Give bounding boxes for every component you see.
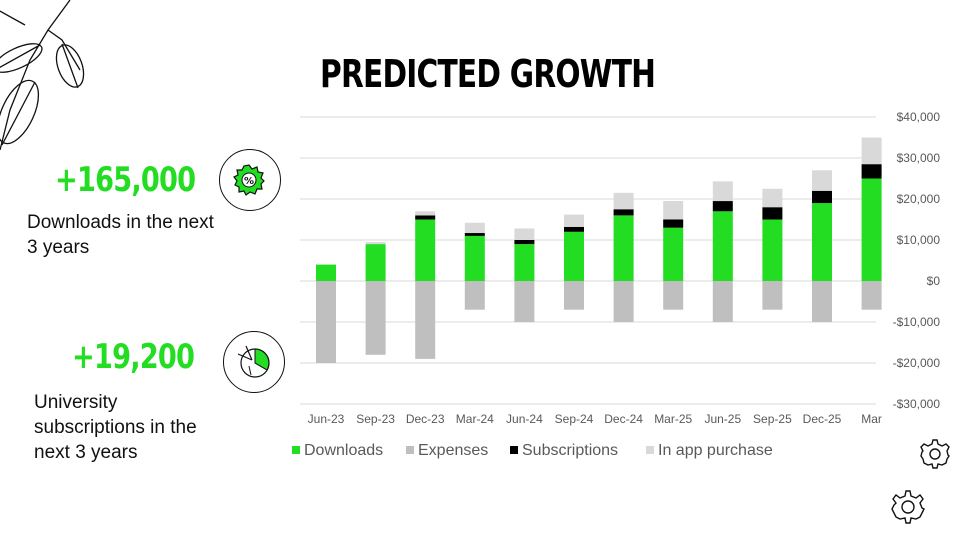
x-tick-label: Jun-24 xyxy=(506,412,543,426)
bar-in-app-purchase xyxy=(762,188,783,208)
bar-in-app-purchase xyxy=(712,181,733,202)
gear-percent-badge: % xyxy=(219,149,281,211)
x-tick-label: Dec-24 xyxy=(604,412,643,426)
bar-subscriptions xyxy=(861,164,882,179)
bar-in-app-purchase xyxy=(613,192,634,210)
bar-downloads xyxy=(464,235,485,281)
bar-downloads xyxy=(613,215,634,281)
x-tick-label: Sep-25 xyxy=(753,412,792,426)
subscriptions-stat-value: +19,200 xyxy=(72,337,195,377)
x-tick-label: Mar-25 xyxy=(654,412,692,426)
legend-swatch xyxy=(510,446,518,454)
x-tick-label: Dec-25 xyxy=(803,412,842,426)
bar-subscriptions xyxy=(613,209,634,216)
bar-subscriptions xyxy=(564,226,584,232)
bar-expenses xyxy=(415,281,436,359)
pie-chart-badge xyxy=(223,331,285,393)
gear-icon-large xyxy=(891,490,925,524)
y-tick-label: -$10,000 xyxy=(893,315,941,329)
pie-chart-icon xyxy=(237,345,270,378)
legend-swatch xyxy=(646,446,654,454)
bar-in-app-purchase xyxy=(663,201,684,220)
bar-in-app-purchase xyxy=(812,170,832,191)
downloads-stat-label-line1: Downloads in the next xyxy=(27,212,214,233)
gear-icon xyxy=(920,439,950,469)
bar-expenses xyxy=(812,281,832,322)
bar-in-app-purchase xyxy=(365,242,386,245)
bar-in-app-purchase xyxy=(415,211,436,216)
y-tick-label: $0 xyxy=(927,274,941,288)
bar-expenses xyxy=(316,281,336,363)
subscriptions-stat-label-line1: University xyxy=(34,392,118,413)
y-tick-label: $20,000 xyxy=(897,192,941,206)
bar-subscriptions xyxy=(415,215,436,220)
y-tick-label: -$20,000 xyxy=(893,356,941,370)
downloads-stat-label-line2: 3 years xyxy=(27,237,90,258)
bar-expenses xyxy=(564,281,584,310)
y-tick-label: -$30,000 xyxy=(893,397,941,411)
x-tick-label: Mar-24 xyxy=(456,412,494,426)
legend-swatch xyxy=(292,446,300,454)
svg-text:%: % xyxy=(244,176,254,187)
y-tick-label: $10,000 xyxy=(897,233,941,247)
bar-subscriptions xyxy=(762,207,783,220)
x-tick-label: Jun-23 xyxy=(308,412,345,426)
legend-swatch xyxy=(406,446,414,454)
bar-in-app-purchase xyxy=(564,214,584,227)
downloads-stat-label: Downloads in the next 3 years xyxy=(27,210,214,260)
bar-downloads xyxy=(861,178,882,281)
leaf-decoration-icon xyxy=(0,0,85,151)
bar-downloads xyxy=(712,211,733,281)
x-tick-label: Sep-23 xyxy=(356,412,395,426)
bar-in-app-purchase xyxy=(861,137,882,165)
bar-in-app-purchase xyxy=(464,222,485,234)
x-tick-label: Jun-25 xyxy=(704,412,741,426)
bar-downloads xyxy=(415,219,436,281)
y-tick-label: $30,000 xyxy=(897,151,941,165)
bar-expenses xyxy=(464,281,485,310)
bar-downloads xyxy=(663,227,684,281)
legend-label: Subscriptions xyxy=(522,442,618,459)
subscriptions-stat-label-line2: subscriptions in the xyxy=(34,417,197,438)
legend-label: In app purchase xyxy=(658,442,773,459)
x-tick-label: Mar xyxy=(861,412,882,426)
bar-downloads xyxy=(365,244,386,281)
bar-downloads xyxy=(564,231,584,281)
x-tick-label: Dec-23 xyxy=(406,412,445,426)
bar-in-app-purchase xyxy=(514,228,535,240)
bar-expenses xyxy=(613,281,634,322)
bar-downloads xyxy=(316,264,336,281)
bar-subscriptions xyxy=(812,190,832,204)
bar-subscriptions xyxy=(514,240,535,245)
bar-expenses xyxy=(712,281,733,322)
y-tick-label: $40,000 xyxy=(897,110,941,124)
gear-percent-icon: % xyxy=(233,164,265,196)
bar-expenses xyxy=(365,281,386,355)
bar-downloads xyxy=(812,203,832,281)
subscriptions-stat-label-line3: next 3 years xyxy=(34,442,138,463)
downloads-stat-value: +165,000 xyxy=(55,160,196,200)
legend-label: Expenses xyxy=(418,442,488,459)
subscriptions-stat-label: University subscriptions in the next 3 y… xyxy=(34,390,197,465)
bar-expenses xyxy=(514,281,535,322)
bar-subscriptions xyxy=(464,233,485,236)
bar-subscriptions xyxy=(712,201,733,212)
x-tick-label: Sep-24 xyxy=(555,412,594,426)
bar-downloads xyxy=(514,244,535,281)
page-title: PREDICTED GROWTH xyxy=(320,52,656,96)
bar-downloads xyxy=(762,219,783,281)
bar-subscriptions xyxy=(663,219,684,228)
legend-label: Downloads xyxy=(304,442,383,459)
bar-expenses xyxy=(663,281,684,310)
bar-expenses xyxy=(861,281,882,310)
bar-expenses xyxy=(762,281,783,310)
